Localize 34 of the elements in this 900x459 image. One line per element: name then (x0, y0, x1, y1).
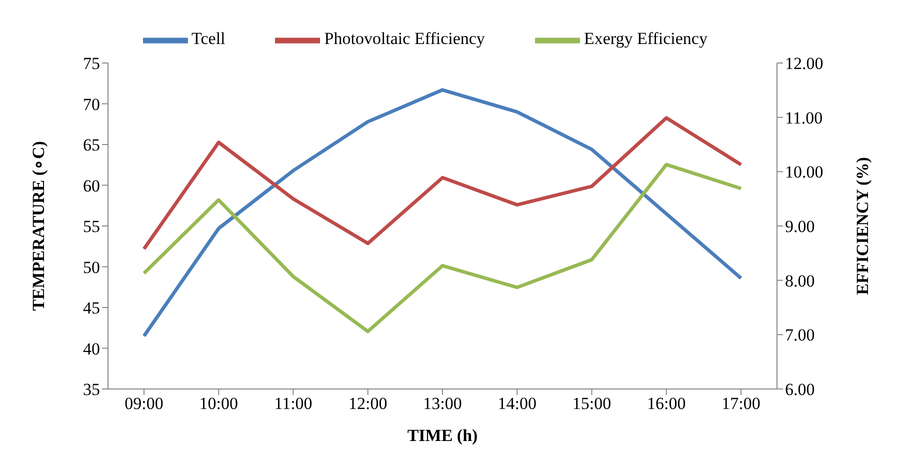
x-axis-title: TIME (h) (407, 426, 478, 445)
y-tick-label: 65 (83, 136, 100, 155)
y2-tick-label: 10.00 (785, 162, 824, 182)
y-tick-label: 60 (83, 176, 100, 196)
y2-tick-label: 8.00 (785, 271, 815, 290)
y2-tick-label: 12.00 (785, 54, 824, 74)
x-tick-label: 12:00 (348, 394, 388, 414)
legend-label: Photovoltaic Efficiency (324, 29, 485, 48)
y2-tick-label: 11.00 (785, 108, 823, 128)
y-axis-title: TEMPERATURE (∘C) (29, 141, 48, 311)
y2-axis-title: EFFICIENCY (%) (853, 157, 872, 295)
x-tick-label: 16:00 (647, 394, 686, 414)
y-tick-label: 50 (83, 258, 100, 277)
y2-tick-label: 9.00 (785, 217, 815, 236)
x-tick-label: 09:00 (124, 394, 164, 414)
line-series (142, 88, 743, 338)
x-tick-label: 13:00 (423, 394, 462, 414)
x-tick-label: 15:00 (572, 394, 612, 414)
legend-label: Exergy Efficiency (584, 29, 708, 48)
y-tick-label: 55 (83, 217, 100, 236)
y-tick-label: 45 (83, 298, 100, 318)
y-tick-label: 35 (83, 380, 100, 400)
y-tick-label: 75 (83, 54, 100, 74)
line-series (142, 162, 743, 334)
y2-tick-label: 6.00 (785, 380, 815, 400)
x-tick-label: 10:00 (199, 394, 238, 414)
x-tick-label: 11:00 (274, 394, 312, 414)
y-tick-label: 70 (83, 94, 100, 114)
y2-tick-label: 7.00 (785, 326, 815, 345)
y-tick-label: 40 (83, 339, 100, 358)
x-tick-label: 14:00 (498, 394, 536, 414)
legend-label: Tcell (192, 29, 226, 48)
line-series (142, 116, 743, 251)
x-tick-label: 17:00 (722, 394, 760, 414)
